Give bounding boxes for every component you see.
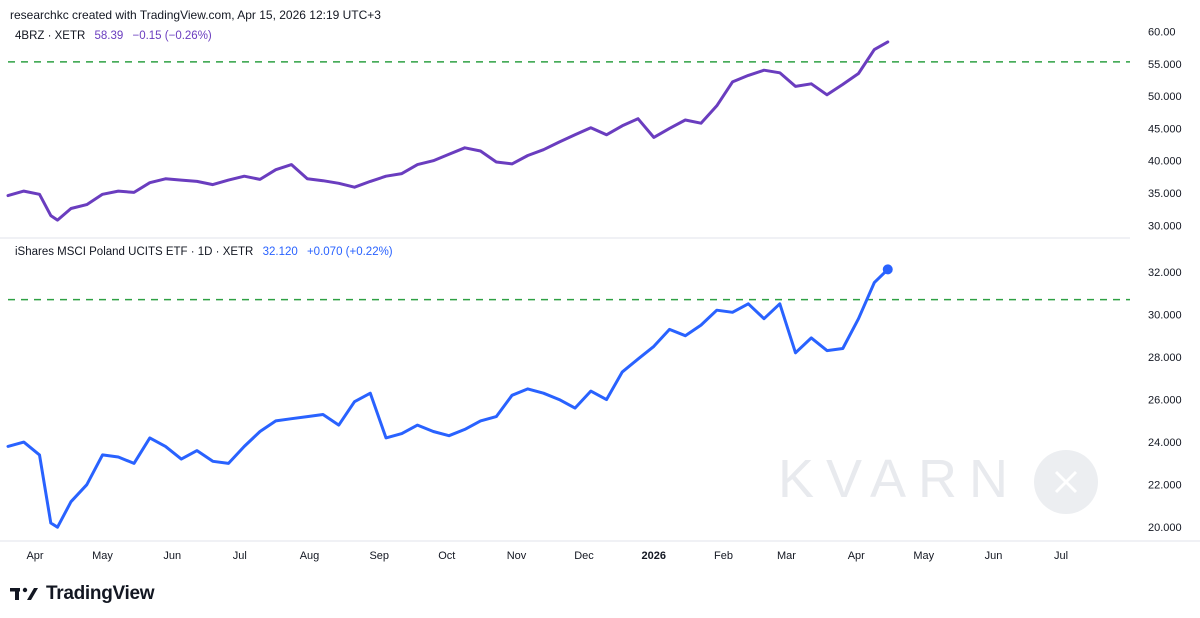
bottom-ytick-label: 30.000: [1148, 309, 1182, 321]
x-tick-label: Jul: [1054, 550, 1068, 562]
x-tick-label: 2026: [642, 550, 666, 562]
x-tick-label: Feb: [714, 550, 733, 562]
bottom-pane-symbol: iShares MSCI Poland UCITS ETF · 1D · XET…: [15, 246, 254, 258]
top-ytick-label: 40.000: [1148, 156, 1182, 168]
x-tick-label: May: [913, 550, 934, 562]
bottom-series-line: [6, 267, 890, 529]
top-ytick-label: 55.000: [1148, 59, 1182, 71]
x-tick-label: May: [92, 550, 113, 562]
x-tick-label: Nov: [507, 550, 527, 562]
bottom-last-point: [882, 264, 893, 275]
top-ytick-label: 50.000: [1148, 91, 1182, 103]
top-pane-symbol: 4BRZ · XETR: [15, 30, 86, 42]
bottom-ytick-label: 24.000: [1148, 437, 1182, 449]
x-tick-label: Dec: [574, 550, 594, 562]
top-pane-legend[interactable]: 4BRZ · XETR 58.39 −0.15 (−0.26%): [15, 30, 212, 42]
x-tick-label: Aug: [300, 550, 320, 562]
bottom-ytick-label: 32.000: [1148, 267, 1182, 279]
tradingview-logo[interactable]: TradingView: [10, 583, 155, 605]
bottom-price-pane: 20.000 22.000 24.000 26.000 28.000 30.000 32.0…: [6, 264, 1182, 534]
x-tick-label: Apr: [848, 550, 865, 562]
bottom-ytick-label: 28.000: [1148, 352, 1182, 364]
top-ytick-label: 30.000: [1148, 220, 1182, 232]
top-series-line: [6, 40, 890, 222]
top-price-pane: 30.000 35.000 40.000 45.000 50.000 55.000 60.0…: [6, 26, 1182, 232]
x-tick-label: Mar: [777, 550, 796, 562]
x-tick-label: Jun: [163, 550, 181, 562]
x-tick-label: Oct: [438, 550, 455, 562]
bottom-pane-change: +0.070 (+0.22%): [306, 246, 393, 258]
top-ytick-label: 60.00: [1148, 26, 1176, 38]
tradingview-logo-icon: [10, 587, 38, 600]
top-pane-price: 58.39: [94, 30, 124, 42]
bottom-ytick-label: 22.000: [1148, 480, 1182, 492]
bottom-pane-price: 32.120: [262, 246, 298, 258]
kvarn-logo-icon: [1034, 450, 1098, 514]
bottom-pane-legend[interactable]: iShares MSCI Poland UCITS ETF · 1D · XET…: [15, 246, 393, 258]
x-tick-label: Jul: [233, 550, 247, 562]
top-ytick-label: 35.000: [1148, 188, 1182, 200]
chart-canvas[interactable]: 30.000 35.000 40.000 45.000 50.000 55.000 60.0…: [0, 0, 1200, 580]
bottom-ytick-label: 26.000: [1148, 395, 1182, 407]
time-axis: Apr May Jun Jul Aug Sep Oct Nov Dec 2026 Feb Mar Apr…: [0, 237, 1200, 562]
tradingview-brand: TradingView: [46, 583, 155, 604]
x-tick-label: Apr: [26, 550, 43, 562]
kvarn-watermark: KVARN: [778, 449, 1021, 509]
top-pane-change: −0.15 (−0.26%): [132, 30, 212, 42]
bottom-ytick-label: 20.000: [1148, 522, 1182, 534]
chart-attribution: researchkc created with TradingView.com,…: [10, 8, 381, 22]
x-tick-label: Jun: [985, 550, 1003, 562]
top-ytick-label: 45.000: [1148, 123, 1182, 135]
x-tick-label: Sep: [369, 550, 389, 562]
